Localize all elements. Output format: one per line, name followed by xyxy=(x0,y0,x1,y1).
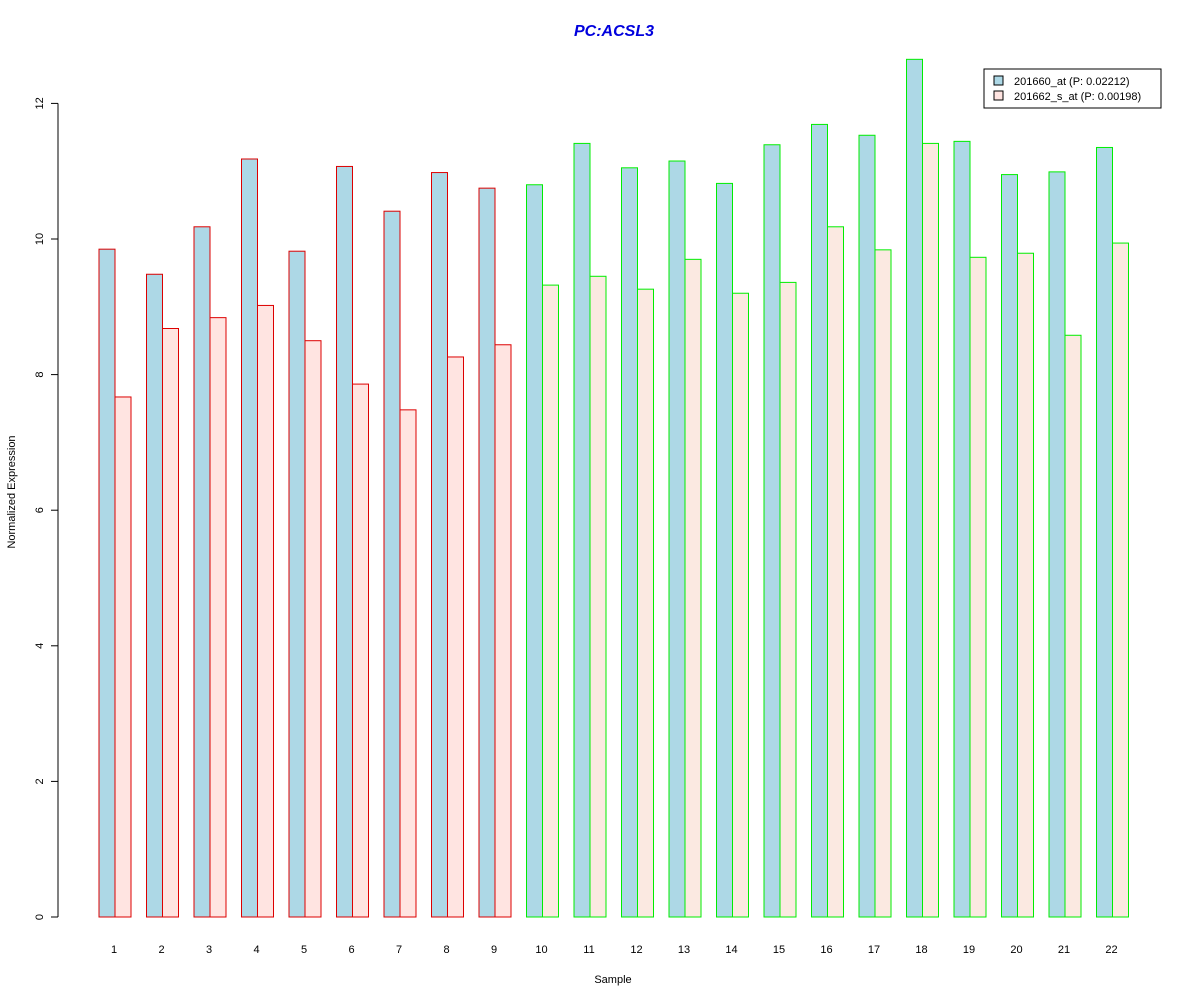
x-tick-labels: 1 2 3 4 5 6 7 8 9 10 11 12 13 14 15 16 17 18 19 20 21 22 xyxy=(111,944,1118,956)
bar-201660-at-sample-2 xyxy=(146,273,163,918)
bar-201662-s-at-sample-11 xyxy=(589,275,607,918)
y-tick-label: 0 xyxy=(34,914,46,920)
bar-201660-at-sample-4 xyxy=(241,158,258,918)
bar-201662-s-at-sample-13 xyxy=(684,258,702,918)
bar-201662-s-at-sample-14 xyxy=(732,292,749,918)
x-tick-label: 3 xyxy=(206,944,212,956)
bar-201662-s-at-sample-19 xyxy=(969,256,987,918)
bar-201660-at-sample-9 xyxy=(478,187,496,918)
x-tick-label: 4 xyxy=(253,944,259,956)
y-axis: 0 2 4 6 8 10 12 xyxy=(34,97,59,920)
x-tick-label: 12 xyxy=(630,944,642,956)
y-tick-label: 6 xyxy=(34,507,46,513)
x-tick-label: 21 xyxy=(1058,944,1070,956)
x-tick-label: 18 xyxy=(915,944,927,956)
bar-201662-s-at-sample-20 xyxy=(1017,252,1034,918)
bar-201662-s-at-sample-18 xyxy=(922,142,939,918)
bar-201660-at-sample-8 xyxy=(431,172,448,918)
x-tick-label: 10 xyxy=(535,944,547,956)
bar-201662-s-at-sample-17 xyxy=(874,249,892,918)
y-tick-label: 2 xyxy=(34,778,46,784)
bar-201662-s-at-sample-5 xyxy=(304,340,322,918)
x-tick-label: 22 xyxy=(1105,944,1117,956)
chart-title: PC:ACSL3 xyxy=(574,23,654,40)
bar-201662-s-at-sample-6 xyxy=(352,383,369,918)
legend-label-1: 201660_at (P: 0.02212) xyxy=(1014,76,1130,88)
bar-201662-s-at-sample-15 xyxy=(779,281,797,918)
bar-201660-at-sample-3 xyxy=(193,226,211,918)
x-tick-label: 15 xyxy=(773,944,785,956)
y-tick-label: 10 xyxy=(34,233,46,245)
bar-201660-at-sample-17 xyxy=(858,134,876,918)
legend-swatch-1 xyxy=(993,75,1004,86)
bar-201660-at-sample-22 xyxy=(1096,146,1113,918)
x-axis-label: Sample xyxy=(594,974,631,986)
bar-201660-at-sample-5 xyxy=(288,250,306,918)
bar-201662-s-at-sample-21 xyxy=(1064,334,1082,918)
bar-201660-at-sample-11 xyxy=(573,142,591,918)
bar-201660-at-sample-18 xyxy=(906,58,923,918)
y-tick-label: 8 xyxy=(34,372,46,378)
bar-201660-at-sample-20 xyxy=(1001,174,1018,918)
bar-201662-s-at-sample-9 xyxy=(494,344,512,918)
bar-201662-s-at-sample-8 xyxy=(447,356,464,918)
bar-201660-at-sample-7 xyxy=(383,210,401,918)
y-axis-label: Normalized Expression xyxy=(6,435,18,548)
bar-201660-at-sample-15 xyxy=(763,144,781,918)
x-tick-label: 19 xyxy=(963,944,975,956)
bar-201660-at-sample-21 xyxy=(1048,171,1066,918)
bar-201662-s-at-sample-4 xyxy=(257,304,274,918)
legend-box xyxy=(983,68,1162,109)
x-tick-label: 1 xyxy=(111,944,117,956)
y-tick-label: 12 xyxy=(34,97,46,109)
bar-201660-at-sample-10 xyxy=(526,184,543,918)
x-tick-label: 14 xyxy=(725,944,737,956)
legend: 201660_at (P: 0.02212) 201662_s_at (P: 0.… xyxy=(983,68,1162,109)
bar-201662-s-at-sample-7 xyxy=(399,409,417,918)
x-tick-label: 2 xyxy=(158,944,164,956)
bar-201660-at-sample-13 xyxy=(668,160,686,918)
bar-201662-s-at-sample-22 xyxy=(1112,242,1129,918)
x-tick-label: 17 xyxy=(868,944,880,956)
bar-201660-at-sample-14 xyxy=(716,182,733,918)
legend-swatch-2 xyxy=(993,90,1004,101)
bar-201660-at-sample-16 xyxy=(811,123,828,918)
legend-label-2: 201662_s_at (P: 0.00198) xyxy=(1014,91,1141,103)
bar-201662-s-at-sample-12 xyxy=(637,288,654,918)
x-tick-label: 11 xyxy=(583,944,594,956)
x-tick-label: 5 xyxy=(301,944,307,956)
bars-group xyxy=(98,58,1129,918)
x-tick-label: 13 xyxy=(678,944,690,956)
x-tick-label: 20 xyxy=(1010,944,1022,956)
bar-201662-s-at-sample-1 xyxy=(114,396,132,918)
x-tick-label: 7 xyxy=(396,944,402,956)
x-tick-label: 16 xyxy=(820,944,832,956)
bar-201662-s-at-sample-16 xyxy=(827,226,844,918)
bar-201662-s-at-sample-2 xyxy=(162,327,179,918)
bar-201660-at-sample-6 xyxy=(336,165,353,918)
bar-201662-s-at-sample-10 xyxy=(542,284,559,918)
bar-201662-s-at-sample-3 xyxy=(209,317,227,918)
x-tick-label: 9 xyxy=(491,944,497,956)
y-tick-label: 4 xyxy=(34,643,46,649)
bar-201660-at-sample-12 xyxy=(621,167,638,918)
bar-201660-at-sample-1 xyxy=(98,248,116,918)
x-tick-label: 6 xyxy=(348,944,354,956)
bar-201660-at-sample-19 xyxy=(953,140,971,918)
x-tick-label: 8 xyxy=(443,944,449,956)
